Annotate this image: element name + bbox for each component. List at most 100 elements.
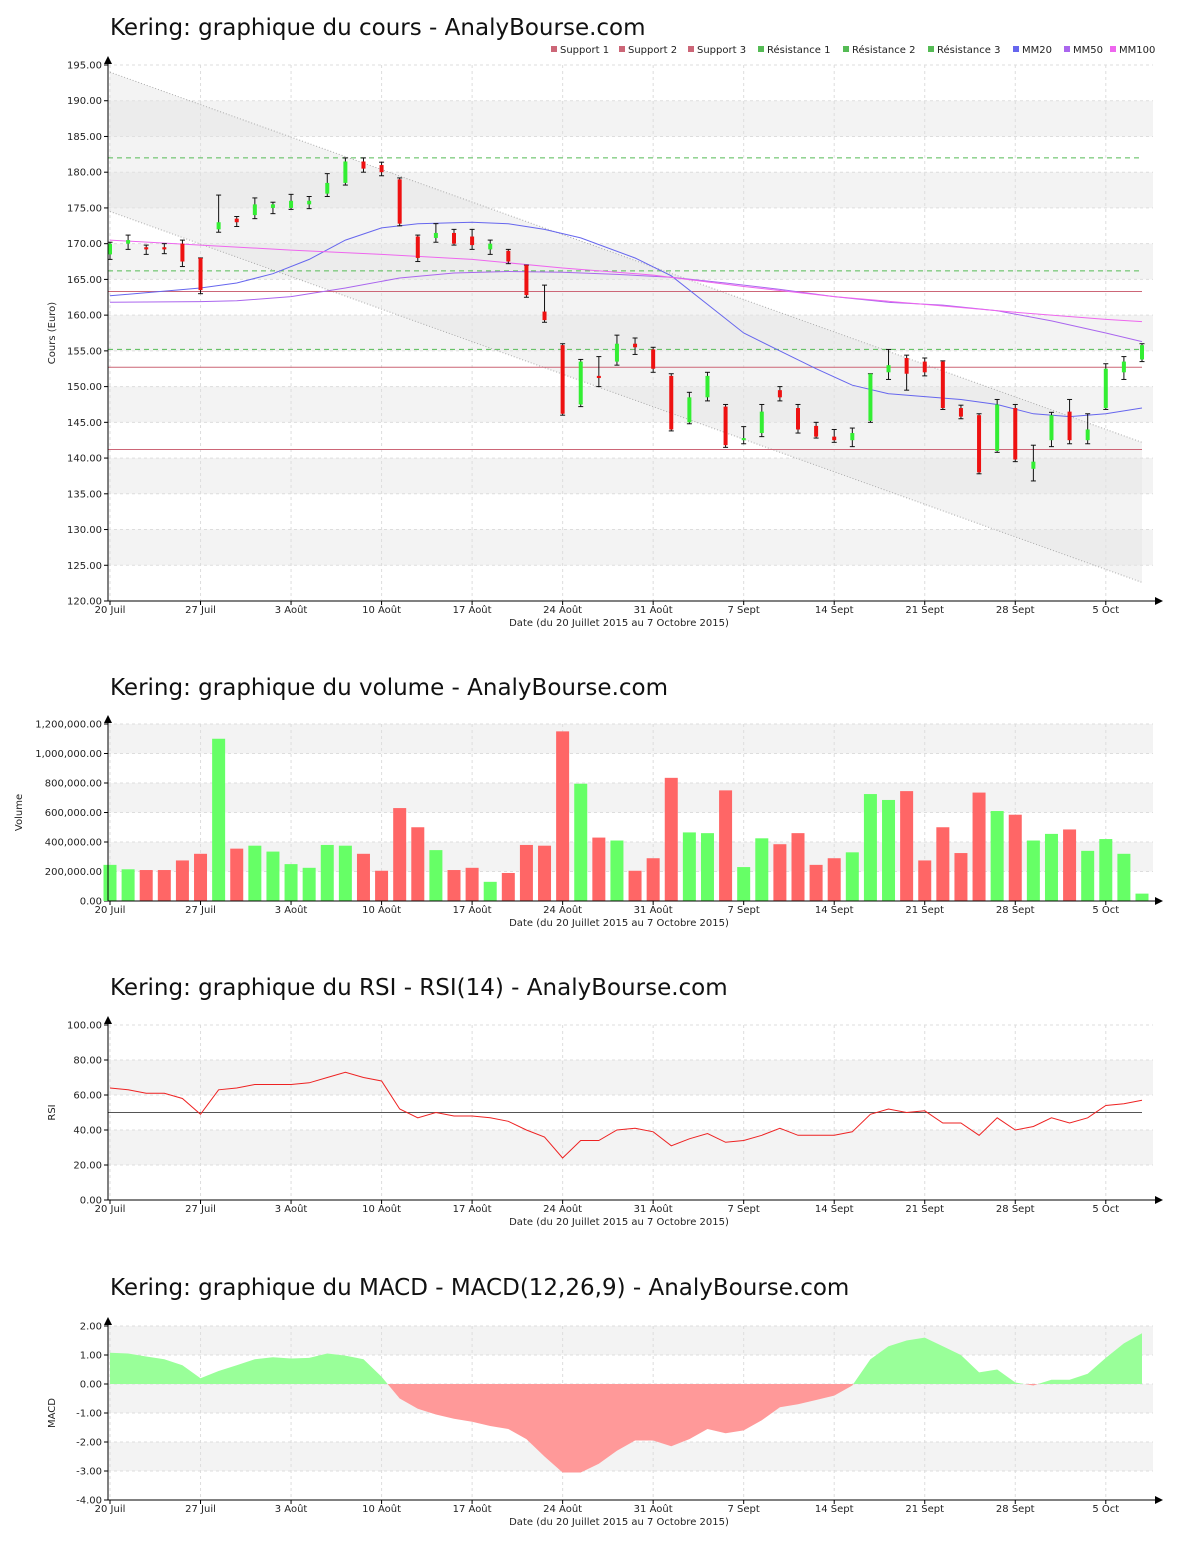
legend-entry: Résistance 3 [937, 44, 1000, 56]
volume-bar [248, 845, 262, 901]
candle-body [162, 247, 167, 250]
price-ytick-label: 120.00 [67, 597, 102, 608]
volume-ytick-label: 200,000.00 [45, 867, 102, 878]
volume-ytick-label: 600,000.00 [45, 808, 102, 819]
macd-xtick-label: 31 Août [634, 1503, 673, 1515]
macd-ytick-label: -1.00 [76, 1409, 102, 1420]
price-legend: Support 1 Support 2 Support 3 Résistance 1 R… [551, 44, 1155, 56]
volume-bar [646, 858, 660, 901]
macd-chart: Kering: graphique du MACD - MACD(12,26,9… [47, 1275, 1163, 1528]
candle-body [759, 411, 764, 434]
candle-body [723, 406, 728, 446]
price-ytick-label: 190.00 [67, 96, 102, 107]
volume-ytick-label: 1,200,000.00 [35, 720, 102, 731]
macd-xtick-label: 20 Juil [95, 1504, 126, 1515]
macd-negative-area [1024, 1384, 1038, 1386]
macd-xtick-label: 24 Août [543, 1503, 582, 1515]
volume-bar [320, 844, 334, 901]
macd-negative-area [387, 1384, 854, 1473]
candle-body [270, 204, 275, 208]
price-ytick-label: 130.00 [67, 525, 102, 536]
volume-xtick-label: 24 Août [543, 904, 582, 916]
candle-body [977, 415, 982, 473]
candle-body [524, 265, 529, 296]
volume-bar [863, 794, 877, 901]
macd-ytick-label: -4.00 [76, 1496, 102, 1507]
price-ytick-label: 140.00 [67, 454, 102, 465]
price-xtick-label: 17 Août [453, 604, 492, 616]
candle-body [614, 343, 619, 362]
macd-xtick-label: 7 Sept [728, 1504, 760, 1515]
candle-body [633, 343, 638, 348]
candle-body [832, 436, 837, 441]
price-ytick-label: 165.00 [67, 275, 102, 286]
volume-xtick-label: 7 Sept [728, 905, 760, 916]
candle-body [596, 375, 601, 379]
volume-bar [194, 853, 208, 901]
price-ytick-label: 160.00 [67, 311, 102, 322]
legend-swatch [551, 46, 557, 52]
volume-bar [501, 872, 515, 901]
volume-bar [682, 832, 696, 901]
macd-xtick-label: 27 Juil [185, 1504, 216, 1515]
volume-bar [592, 837, 606, 901]
legend-swatch [619, 46, 625, 52]
volume-band [108, 783, 1153, 813]
legend-entry: Résistance 1 [767, 44, 830, 56]
volume-bar [845, 852, 859, 901]
price-xtick-label: 3 Août [275, 604, 308, 616]
moving-average-mm100 [109, 239, 1143, 323]
macd-ytick-label: -3.00 [76, 1467, 102, 1478]
rsi-ytick-label: 80.00 [73, 1056, 102, 1067]
macd-ytick-label: 0.00 [80, 1380, 102, 1391]
rsi-xtick-label: 31 Août [634, 1203, 673, 1215]
volume-xtick-label: 14 Sept [815, 905, 854, 916]
volume-bar [393, 808, 407, 901]
legend-swatch [758, 46, 764, 52]
volume-bar [139, 870, 153, 901]
volume-xtick-label: 27 Juil [185, 905, 216, 916]
candle-body [252, 204, 257, 216]
rsi-xtick-label: 17 Août [453, 1203, 492, 1215]
volume-bar [773, 844, 787, 901]
volume-bar [1099, 839, 1113, 901]
candle-body [1085, 429, 1090, 441]
candle-body [1031, 461, 1036, 469]
candle-body [958, 408, 963, 417]
price-ytick-label: 170.00 [67, 239, 102, 250]
candle-body [651, 349, 656, 369]
volume-bar [610, 840, 624, 901]
candle-body [506, 250, 511, 262]
volume-xtick-label: 10 Août [362, 904, 401, 916]
volume-bar [1135, 893, 1149, 901]
macd-xtick-label: 21 Sept [905, 1504, 944, 1515]
volume-ytick-label: 1,000,000.00 [35, 749, 102, 760]
legend-swatch [1110, 46, 1116, 52]
volume-bar [429, 850, 443, 901]
macd-positive-area [1037, 1333, 1142, 1384]
candle-body [216, 222, 221, 230]
legend-swatch [1064, 46, 1070, 52]
rsi-band [108, 1060, 1153, 1095]
volume-xtick-label: 3 Août [275, 904, 308, 916]
moving-average-mm20 [109, 221, 1143, 418]
volume-bar [791, 833, 805, 901]
volume-bar [1044, 833, 1058, 901]
candle-body [470, 236, 475, 246]
trend-channel [110, 72, 1142, 583]
price-ytick-label: 145.00 [67, 418, 102, 429]
price-xtick-label: 31 Août [634, 604, 673, 616]
volume-bar [338, 845, 352, 901]
volume-bar [755, 838, 769, 901]
rsi-xtick-label: 10 Août [362, 1203, 401, 1215]
volume-bar [483, 881, 497, 901]
volume-bar [411, 827, 425, 901]
candle-body [433, 232, 438, 238]
rsi-band [108, 1130, 1153, 1165]
price-xtick-label: 27 Juil [185, 605, 216, 616]
candle-body [940, 361, 945, 409]
rsi-xtick-label: 14 Sept [815, 1204, 854, 1215]
volume-bar [990, 811, 1004, 901]
volume-bar [121, 869, 135, 901]
